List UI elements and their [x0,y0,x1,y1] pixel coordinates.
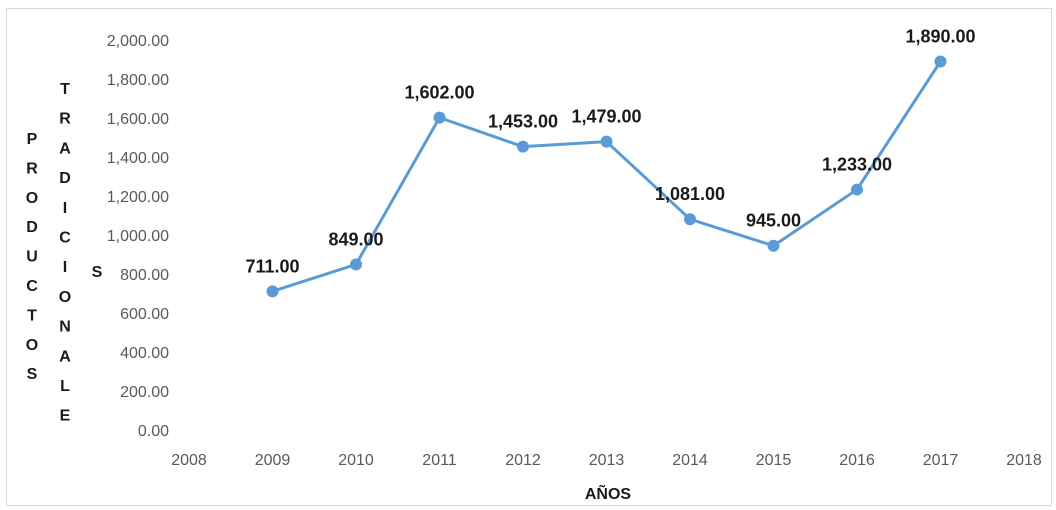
x-tick-label: 2013 [589,452,625,469]
y-tick-label: 1,400.00 [107,150,169,167]
data-label: 1,890.00 [905,26,975,46]
data-point [266,285,279,298]
y-axis-title-char: I [63,200,67,217]
y-axis-title-char: C [59,230,71,247]
y-axis-title-char: O [59,289,71,306]
x-tick-label: 2011 [422,452,457,469]
y-axis-title-char: I [63,259,67,276]
data-label: 945.00 [746,211,801,231]
data-label: 1,479.00 [571,107,641,127]
y-axis-title-char: R [59,111,71,128]
y-axis-title-char: N [59,319,71,336]
data-label: 1,602.00 [404,83,474,103]
y-tick-label: 1,200.00 [107,189,169,206]
y-tick-label: 1,600.00 [107,111,169,128]
y-axis-title-char: A [59,348,71,365]
data-label: 1,081.00 [655,184,725,204]
y-axis-ticks: 0.00 200.00 400.00 600.00 800.00 1,000.00 1,20… [107,33,169,440]
y-tick-label: 800.00 [120,267,169,284]
y-tick-label: 600.00 [120,306,169,323]
y-axis-title-char: O [26,337,38,354]
data-label: 849.00 [328,229,383,249]
data-labels: 711.00 849.00 1,602.00 1,453.00 1,479.00 1,08… [245,26,975,276]
data-point [934,55,947,68]
y-tick-label: 1,000.00 [107,228,169,245]
y-axis-title-char: R [26,160,38,177]
series-line [272,60,942,293]
x-tick-label: 2014 [672,452,708,469]
y-axis-title-char: S [27,366,38,383]
x-tick-label: 2016 [839,452,875,469]
data-label: 711.00 [245,256,299,276]
data-point [767,239,780,252]
y-axis-title-char: O [26,190,38,207]
y-axis-title-char: C [26,278,38,295]
y-axis-title-char: U [26,249,38,266]
data-point [851,183,863,196]
y-axis-title-char: S [92,264,103,281]
y-tick-label: 0.00 [138,423,169,440]
x-tick-label: 2018 [1006,452,1042,469]
x-tick-label: 2012 [505,452,541,469]
data-label: 1,453.00 [488,112,558,132]
data-points [266,55,947,298]
data-point [684,213,696,226]
data-point [517,140,529,153]
y-axis-title-char: P [27,131,38,148]
y-tick-label: 2,000.00 [107,33,169,50]
data-label: 1,233.00 [822,155,892,175]
x-axis-ticks: 2008 2009 2010 2011 2012 2013 2014 2015 2016 2017… [171,452,1042,469]
y-axis-title-char: E [60,408,71,425]
x-tick-label: 2017 [923,452,959,469]
y-tick-label: 1,800.00 [107,72,169,89]
chart-area [6,8,1052,506]
x-axis-title: AÑOS [585,483,632,503]
y-axis-title-char: D [26,219,38,236]
series-line-group [272,60,942,293]
y-axis-title-char: T [60,81,70,98]
data-point [350,258,362,271]
y-axis-title-char: T [27,307,37,324]
y-tick-label: 400.00 [120,345,169,362]
x-tick-label: 2010 [338,452,374,469]
x-tick-label: 2015 [756,452,792,469]
y-axis-title-char: D [59,170,71,187]
data-point [600,135,613,148]
y-axis-title-char: A [59,140,71,157]
y-axis-title-char: L [60,378,70,395]
y-tick-label: 200.00 [120,384,169,401]
x-tick-label: 2009 [255,452,291,469]
data-point [433,111,446,124]
x-tick-label: 2008 [171,452,207,469]
